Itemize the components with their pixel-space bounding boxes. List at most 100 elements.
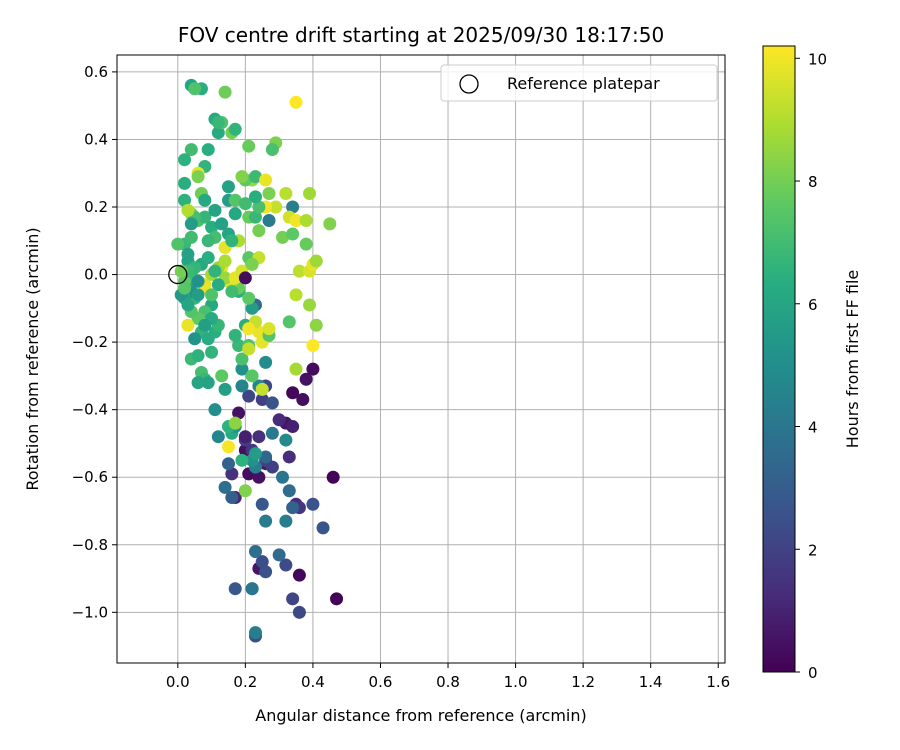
data-point (323, 217, 337, 231)
data-point (272, 548, 286, 562)
data-point (191, 288, 205, 302)
data-point (215, 369, 229, 383)
data-point (235, 170, 249, 184)
data-point (211, 278, 225, 292)
legend-marker (459, 74, 479, 94)
legend-box (440, 64, 718, 102)
data-point (235, 352, 249, 366)
data-point (286, 386, 300, 400)
data-point (225, 234, 239, 248)
data-point (292, 568, 306, 582)
data-point (178, 153, 192, 167)
data-point (235, 453, 249, 467)
y-tick-label: −0.8 (72, 536, 108, 554)
x-tick-label: 0.2 (233, 673, 257, 691)
data-point (255, 382, 269, 396)
data-point (221, 440, 235, 454)
data-point (235, 379, 249, 393)
colorbar-tick-label: 0 (808, 664, 818, 682)
data-point (248, 447, 262, 461)
data-point (299, 372, 313, 386)
x-tick-label: 0.4 (301, 673, 325, 691)
data-point (218, 85, 232, 99)
data-point (208, 203, 222, 217)
data-point (248, 170, 262, 184)
data-point (245, 257, 259, 271)
data-point (184, 143, 198, 157)
data-point (225, 490, 239, 504)
data-point (205, 220, 219, 234)
data-point (225, 467, 239, 481)
data-point (191, 274, 205, 288)
x-tick-label: 0.6 (369, 673, 393, 691)
data-point (242, 291, 256, 305)
data-point (276, 470, 290, 484)
data-point (259, 355, 273, 369)
data-point (282, 484, 296, 498)
data-point (286, 227, 300, 241)
y-tick-label: 0.4 (84, 130, 108, 148)
data-point (276, 230, 290, 244)
data-point (201, 376, 215, 390)
data-point (178, 281, 192, 295)
data-point (238, 484, 252, 498)
data-point (286, 420, 300, 434)
data-point (228, 193, 242, 207)
x-tick-label: 1.2 (571, 673, 595, 691)
data-point (198, 193, 212, 207)
data-point (228, 122, 242, 136)
data-point (181, 247, 195, 261)
data-point (225, 284, 239, 298)
y-tick-label: −0.2 (72, 333, 108, 351)
data-point (205, 345, 219, 359)
data-point (238, 430, 252, 444)
data-point (208, 264, 222, 278)
data-point (218, 480, 232, 494)
colorbar-ticks: 0 2 4 6 8 10 (795, 50, 827, 682)
y-tick-label: −0.6 (72, 468, 108, 486)
reference-platepar-marker (168, 264, 188, 285)
data-point (221, 457, 235, 471)
y-tick-label: 0.2 (84, 198, 108, 216)
data-point (262, 186, 276, 200)
x-tick-label: 1.6 (706, 673, 730, 691)
data-point (330, 592, 344, 606)
data-point (232, 406, 246, 420)
data-point (289, 214, 303, 228)
colorbar-tick-label: 10 (808, 50, 827, 68)
y-axis-ticks: 0.6 0.4 0.2 0.0 −0.2 −0.4 −0.6 −0.8 −1.0 (72, 63, 117, 621)
data-point (309, 318, 323, 332)
data-point (265, 143, 279, 157)
data-point (289, 362, 303, 376)
data-point (211, 116, 225, 130)
data-point (191, 170, 205, 184)
data-point (242, 322, 256, 336)
data-point (211, 430, 225, 444)
data-point (245, 582, 259, 596)
colorbar-tick-label: 4 (808, 419, 818, 437)
data-point (238, 271, 252, 285)
data-point (259, 173, 273, 187)
y-tick-label: 0.6 (84, 63, 108, 81)
data-point (242, 139, 256, 153)
data-point (191, 349, 205, 363)
data-point (228, 416, 242, 430)
colorbar-tick-label: 6 (808, 296, 818, 314)
x-tick-label: 1.4 (639, 673, 663, 691)
data-point (259, 450, 273, 464)
data-point (252, 470, 266, 484)
data-point (265, 396, 279, 410)
data-point (218, 382, 232, 396)
data-point (279, 186, 293, 200)
data-point (255, 393, 269, 407)
data-point (188, 332, 202, 346)
chart-title: FOV centre drift starting at 2025/09/30 … (178, 23, 664, 47)
data-point (201, 251, 215, 265)
data-point (232, 338, 246, 352)
data-point (238, 197, 252, 211)
data-point (252, 325, 266, 339)
data-point (198, 318, 212, 332)
data-point (292, 264, 306, 278)
data-point (228, 328, 242, 342)
